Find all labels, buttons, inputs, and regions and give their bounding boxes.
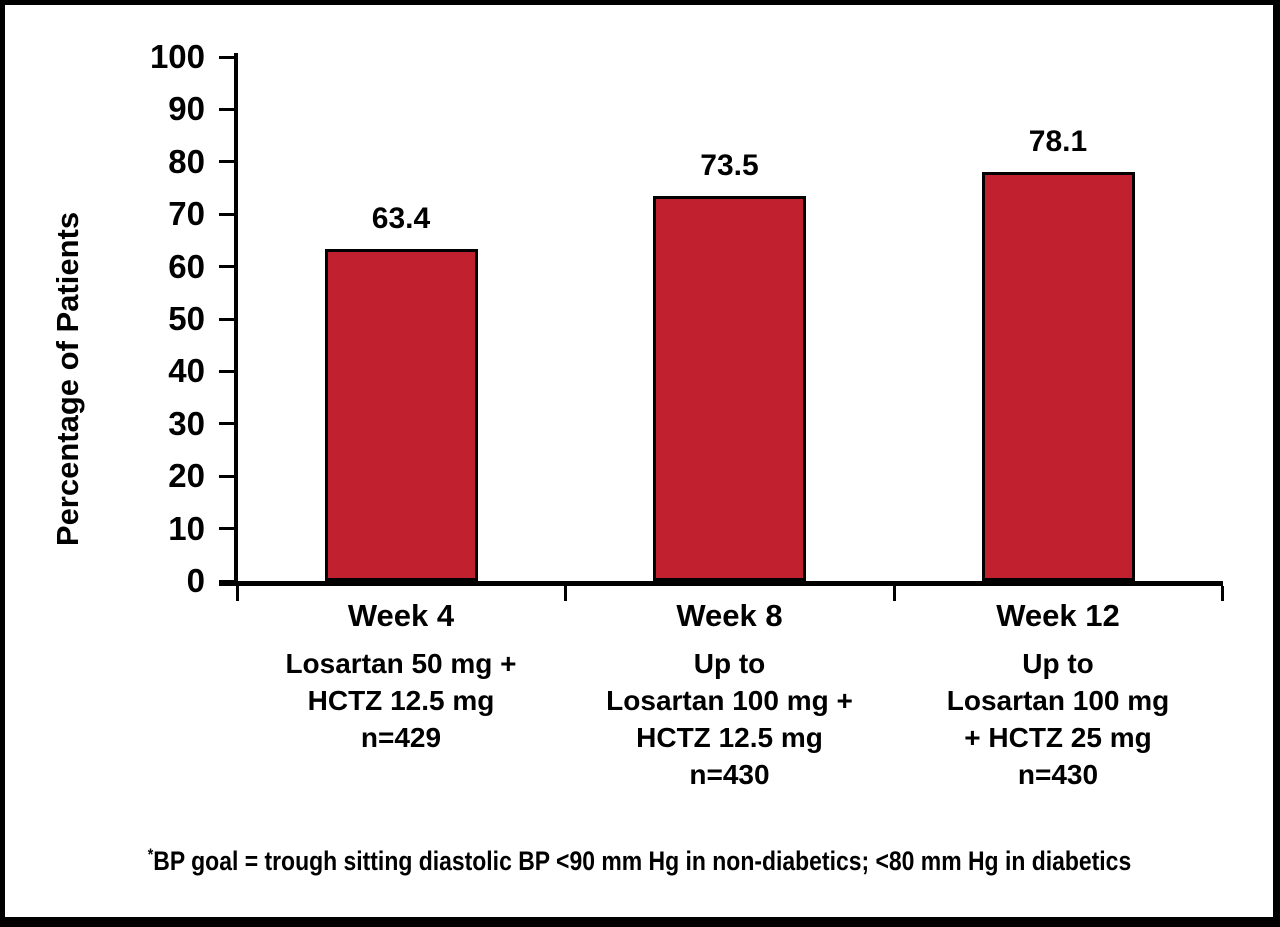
y-tick xyxy=(219,369,235,373)
treatment-line: Losartan 100 mg + xyxy=(606,685,853,716)
x-tick xyxy=(235,586,239,601)
n-label: n=429 xyxy=(360,722,442,753)
y-tick xyxy=(219,107,235,111)
treatment-line: Up to xyxy=(1022,648,1094,679)
bar-value-label: 73.5 xyxy=(700,148,759,182)
chart-canvas: Percentage of Patients 0 10 20 30 40 50 60 70 80… xyxy=(5,5,1273,917)
bar xyxy=(324,248,478,581)
y-tick-label: 50 xyxy=(168,300,205,337)
y-tick-label: 70 xyxy=(168,195,205,233)
y-axis-line xyxy=(234,53,238,583)
treatment-label-block: Up to Losartan 100 mg + HCTZ 12.5 mg n=430 xyxy=(560,645,900,793)
y-tick xyxy=(219,474,235,478)
bar-value-label: 63.4 xyxy=(371,201,431,235)
category-label-group: Week 8 Up to Losartan 100 mg + HCTZ 12.5 mg… xyxy=(560,597,900,793)
treatment-line: HCTZ 12.5 mg xyxy=(636,722,823,753)
y-tick xyxy=(219,212,235,216)
y-tick-label: 40 xyxy=(168,352,205,390)
treatment-line: + HCTZ 25 mg xyxy=(964,722,1152,753)
bar xyxy=(981,171,1135,581)
y-tick-label: 100 xyxy=(149,38,205,75)
bar xyxy=(653,195,806,581)
treatment-line: Losartan 50 mg + xyxy=(285,648,517,679)
y-tick-label: 0 xyxy=(186,562,205,599)
y-tick xyxy=(219,265,235,269)
y-tick xyxy=(219,317,235,321)
bar-value-label: 78.1 xyxy=(1028,124,1088,158)
y-tick xyxy=(219,55,235,59)
y-tick xyxy=(219,422,235,426)
y-tick xyxy=(219,579,235,583)
x-axis-line xyxy=(219,581,1223,586)
footnote: *BP goal = trough sitting diastolic BP <… xyxy=(5,845,1273,877)
footnote-asterisk: * xyxy=(147,845,153,864)
x-tick xyxy=(563,586,567,601)
treatment-label-block: Losartan 50 mg + HCTZ 12.5 mg n=429 xyxy=(231,645,571,756)
n-label: n=430 xyxy=(689,759,770,790)
category-label-group: Week 4 Losartan 50 mg + HCTZ 12.5 mg n=429 xyxy=(231,597,571,756)
treatment-line: HCTZ 12.5 mg xyxy=(307,685,495,716)
category-label-group: Week 12 Up to Losartan 100 mg + HCTZ 25 mg n… xyxy=(888,597,1228,793)
treatment-label-block: Up to Losartan 100 mg + HCTZ 25 mg n=430 xyxy=(888,645,1228,793)
treatment-line: Losartan 100 mg xyxy=(946,685,1170,716)
n-label: n=430 xyxy=(1017,759,1099,790)
week-label: Week 8 xyxy=(676,598,783,633)
footnote-body: BP goal = trough sitting diastolic BP <9… xyxy=(152,846,1131,876)
y-tick-label: 60 xyxy=(168,247,205,285)
treatment-line: Up to xyxy=(693,648,766,679)
footnote-text: *BP goal = trough sitting diastolic BP <… xyxy=(147,845,1130,877)
y-tick-label: 10 xyxy=(168,509,205,547)
y-tick-label: 20 xyxy=(168,457,205,495)
y-tick-label: 90 xyxy=(168,90,205,128)
y-tick xyxy=(219,527,235,531)
x-tick xyxy=(892,586,896,601)
y-tick-label: 30 xyxy=(168,404,205,442)
x-tick xyxy=(1220,586,1224,601)
week-label: Week 4 xyxy=(347,598,455,633)
y-tick-label: 80 xyxy=(168,142,205,180)
week-label: Week 12 xyxy=(996,598,1120,633)
y-axis-title: Percentage of Patients xyxy=(50,211,85,547)
y-tick xyxy=(219,160,235,164)
